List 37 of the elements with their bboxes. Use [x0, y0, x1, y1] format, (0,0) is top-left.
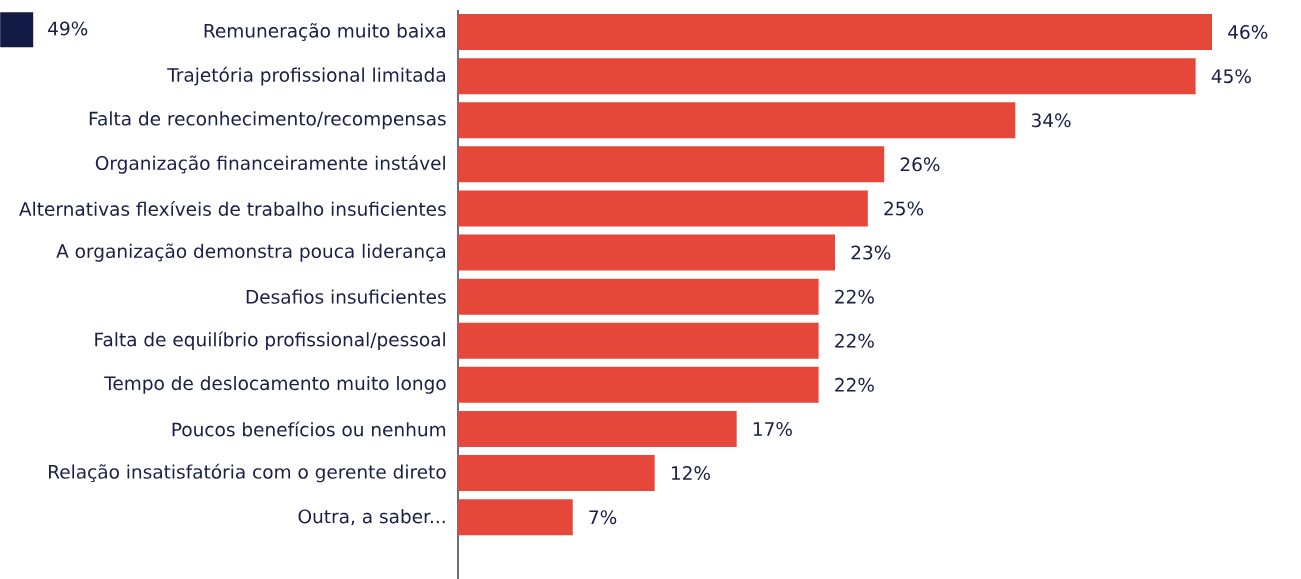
bar: [458, 499, 573, 536]
bar: [458, 190, 868, 227]
data-label: 22%: [835, 377, 874, 392]
bar: [458, 14, 1213, 51]
y-tick-label: Outra, a saber...: [298, 509, 445, 526]
bar: [458, 322, 819, 359]
data-label: 12%: [671, 466, 710, 481]
bar: [458, 410, 737, 447]
data-label: 26%: [900, 157, 940, 172]
y-tick-label: Poucos benefícios ou nenhum: [172, 421, 446, 437]
data-label: 17%: [753, 421, 792, 436]
bar: [458, 455, 655, 492]
bar: [458, 146, 885, 183]
y-tick-label: Desafios insuficientes: [246, 289, 446, 304]
y-tick-label: Falta de equilíbrio profissional/pessoal: [95, 331, 445, 351]
y-tick-label: Falta de reconhecimento/recompensas: [89, 111, 446, 130]
data-label: 34%: [1031, 113, 1071, 128]
data-label: 22%: [835, 333, 874, 348]
y-tick-label: Tempo de deslocamento muito longo: [104, 375, 446, 394]
bar: [458, 58, 1196, 95]
y-tick-label: Organização financeiramente instável: [95, 155, 445, 174]
data-label: 45%: [1211, 69, 1251, 84]
data-label: 46%: [1228, 25, 1268, 40]
bar: [458, 278, 819, 315]
bar: [458, 102, 1016, 139]
bar: [458, 366, 819, 403]
legend-label: 49%: [48, 21, 88, 36]
bar: [458, 234, 835, 271]
data-label: 7%: [589, 510, 617, 525]
y-tick-label: Trajetória profissional limitada: [167, 66, 445, 86]
data-label: 25%: [884, 201, 924, 216]
y-tick-label: Alternativas flexíveis de trabalho insuficientes: [19, 200, 446, 216]
data-label: 23%: [851, 245, 891, 260]
data-label: 22%: [835, 289, 874, 304]
y-tick-label: Remuneração muito baixa: [204, 23, 445, 42]
y-tick-label: A organização demonstra pouca liderança: [56, 243, 445, 262]
y-tick-label: Relação insatisfatória com o gerente direto: [49, 463, 446, 483]
